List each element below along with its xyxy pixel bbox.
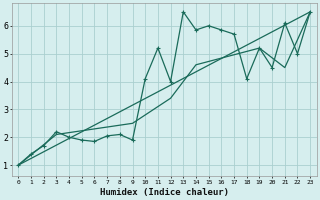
X-axis label: Humidex (Indice chaleur): Humidex (Indice chaleur) [100, 188, 229, 197]
